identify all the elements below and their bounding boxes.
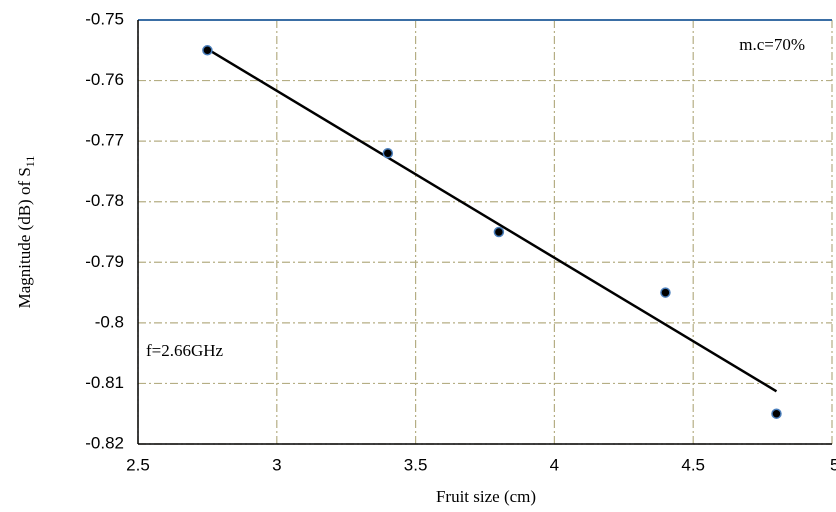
- x-axis-label: Fruit size (cm): [436, 487, 536, 506]
- x-tick-label: 4: [550, 455, 559, 474]
- data-point: [660, 287, 671, 298]
- x-tick-label: 5: [830, 455, 836, 474]
- x-tick-label: 3: [272, 455, 281, 474]
- y-tick-label: -0.77: [85, 131, 124, 150]
- y-tick-label: -0.76: [85, 70, 124, 89]
- y-tick-label: -0.75: [85, 9, 124, 28]
- y-axis-label-subscript: 11: [23, 156, 37, 168]
- trend-line: [206, 48, 778, 393]
- x-tick-label: 3.5: [404, 455, 428, 474]
- data-point: [493, 226, 505, 238]
- annotation: f=2.66GHz: [146, 341, 224, 360]
- y-tick-label: -0.81: [85, 373, 124, 392]
- data-point: [771, 408, 782, 419]
- y-tick-label: -0.82: [85, 433, 124, 452]
- y-tick-label: -0.79: [85, 252, 124, 271]
- x-tick-label: 2.5: [126, 455, 150, 474]
- data-point: [382, 148, 394, 159]
- y-tick-label: -0.78: [85, 191, 124, 210]
- data-point: [202, 45, 213, 56]
- y-tick-label: -0.8: [95, 312, 124, 331]
- annotation: m.c=70%: [739, 35, 805, 54]
- y-axis-label: Magnitude (dB) of S11: [15, 156, 37, 309]
- x-tick-label: 4.5: [681, 455, 705, 474]
- y-axis-label-main: Magnitude (dB) of S: [15, 167, 34, 308]
